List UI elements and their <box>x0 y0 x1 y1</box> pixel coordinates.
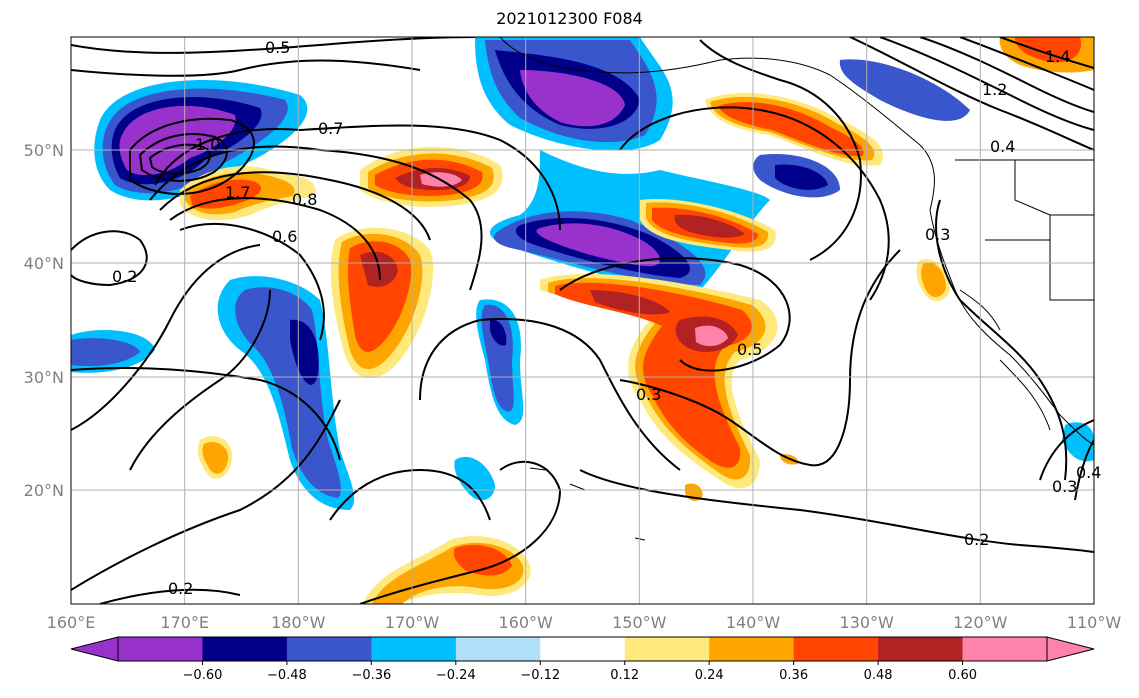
colorbar-segment <box>202 637 288 661</box>
graticule <box>71 37 1094 604</box>
lon-label: 130°W <box>840 613 895 632</box>
colorbar-segment <box>455 637 541 661</box>
contour-label: 0.7 <box>318 119 343 138</box>
lat-label: 50°N <box>24 141 64 160</box>
shaded-field <box>71 37 1094 604</box>
colorbar-tick-label: 0.24 <box>695 668 724 683</box>
lon-label: 170°W <box>385 613 440 632</box>
colorbar-tick-label: 0.12 <box>610 668 639 683</box>
colorbar: −0.60 −0.48 −0.36 −0.24 −0.12 0.12 0.24 0.36 0.4… <box>70 636 1095 683</box>
colorbar-segment <box>962 637 1048 661</box>
colorbar-extend-low <box>70 636 119 662</box>
contour-label-group: 0.5 1.0 0.7 0.8 1.7 0.6 0.2 0.5 0.3 0.2 … <box>112 38 1101 598</box>
lon-label: 160°E <box>47 613 96 632</box>
contour-label: 0.2 <box>112 267 137 286</box>
colorbar-tick-label: −0.60 <box>183 668 223 683</box>
contour-label: 0.4 <box>1076 463 1101 482</box>
colorbar-tick-label: −0.36 <box>351 668 391 683</box>
contour-label: 1.7 <box>225 183 250 202</box>
colorbar-segment <box>878 637 964 661</box>
colorbar-segment <box>286 637 372 661</box>
lon-label: 110°W <box>1067 613 1122 632</box>
contour-label: 0.3 <box>636 385 661 404</box>
colorbar-segment <box>118 637 203 661</box>
colorbar-segment <box>624 637 710 661</box>
colorbar-outline <box>117 636 1048 662</box>
contour-label: 0.3 <box>1052 477 1077 496</box>
colorbar-tick-label: −0.24 <box>436 668 476 683</box>
latitude-labels: 50°N 40°N 30°N 20°N <box>24 141 64 500</box>
map-frame <box>70 36 1095 605</box>
negative-anomaly-north <box>475 37 673 151</box>
contour-label: 0.5 <box>265 38 290 57</box>
lat-label: 40°N <box>24 254 64 273</box>
contour-label: 1.0 <box>195 135 220 154</box>
contour-label: 1.4 <box>1045 47 1070 66</box>
lon-label: 120°W <box>953 613 1008 632</box>
lat-label: 20°N <box>24 481 64 500</box>
contour-label: 0.4 <box>990 137 1015 156</box>
lon-label: 170°E <box>160 613 209 632</box>
contour-label: 0.3 <box>925 225 950 244</box>
colorbar-tick-label: −0.48 <box>267 668 307 683</box>
lat-label: 30°N <box>24 368 64 387</box>
map-title: 2021012300 F084 <box>496 9 643 28</box>
longitude-labels: 160°E 170°E 180°W 170°W 160°W 150°W 140°… <box>47 613 1122 632</box>
coastlines <box>499 37 1094 541</box>
colorbar-segment <box>371 637 457 661</box>
contour-label: 0.2 <box>964 530 989 549</box>
colorbar-segment <box>709 637 795 661</box>
colorbar-tick-label: 0.60 <box>948 668 977 683</box>
contour-label: 0.8 <box>292 190 317 209</box>
colorbar-segment <box>540 637 626 661</box>
colorbar-tick-label: 0.36 <box>779 668 808 683</box>
contour-label: 0.5 <box>737 340 762 359</box>
contour-lines <box>71 37 1094 604</box>
colorbar-tick-label: 0.48 <box>864 668 893 683</box>
lon-label: 160°W <box>499 613 554 632</box>
negative-anomaly-central <box>490 150 770 290</box>
contour-label: 0.2 <box>168 579 193 598</box>
lon-label: 150°W <box>612 613 667 632</box>
colorbar-tick-label: −0.12 <box>520 668 560 683</box>
colorbar-segment <box>793 637 879 661</box>
colorbar-extend-high <box>1046 636 1095 662</box>
lon-label: 180°W <box>271 613 326 632</box>
lon-label: 140°W <box>726 613 781 632</box>
contour-label: 1.2 <box>982 80 1007 99</box>
contour-label: 0.6 <box>272 227 297 246</box>
